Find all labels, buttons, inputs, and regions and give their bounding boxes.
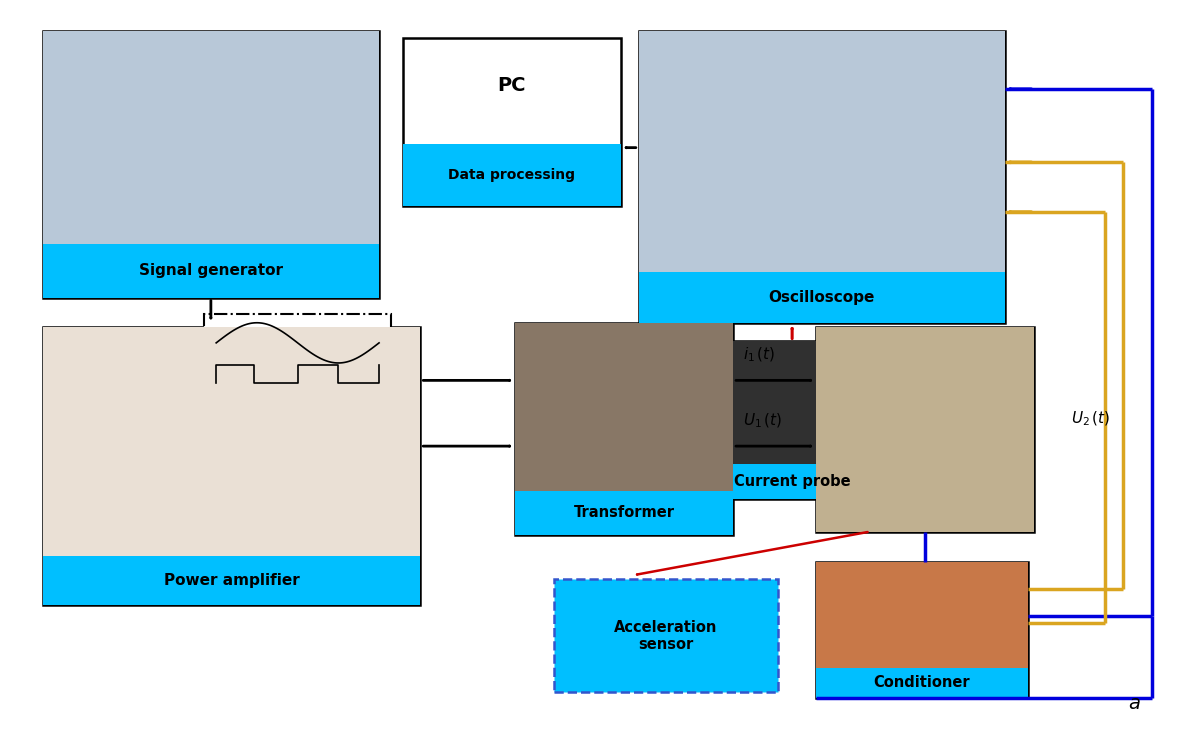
Text: $i_1\,(t)$: $i_1\,(t)$ — [743, 346, 775, 364]
Text: $U_2\,(t)$: $U_2\,(t)$ — [1071, 410, 1111, 428]
Bar — [43, 244, 379, 297]
Bar — [639, 272, 1004, 323]
Bar — [816, 668, 1028, 697]
Text: Acceleration
sensor: Acceleration sensor — [614, 619, 718, 652]
Text: Oscilloscope: Oscilloscope — [769, 290, 875, 305]
Text: Power amplifier: Power amplifier — [163, 573, 299, 588]
Text: a: a — [1129, 694, 1140, 713]
Text: $U_1\,(t)$: $U_1\,(t)$ — [743, 412, 782, 430]
Bar — [43, 327, 420, 605]
Bar — [639, 31, 1004, 323]
Bar — [662, 341, 922, 464]
Bar — [639, 31, 1004, 272]
Bar — [43, 327, 420, 556]
Bar — [554, 579, 778, 692]
Bar — [816, 562, 1028, 697]
Bar — [205, 313, 390, 405]
Text: Current probe: Current probe — [733, 474, 851, 489]
Bar — [515, 323, 733, 535]
Text: Signal generator: Signal generator — [138, 264, 283, 278]
Bar — [43, 556, 420, 605]
Text: PC: PC — [498, 76, 526, 95]
Bar — [515, 323, 733, 490]
Bar — [402, 144, 621, 206]
Bar — [662, 341, 922, 498]
Bar — [816, 327, 1034, 531]
Text: Transformer: Transformer — [574, 506, 674, 520]
Bar — [662, 464, 922, 498]
Bar — [515, 490, 733, 535]
Text: Data processing: Data processing — [448, 168, 575, 182]
Bar — [816, 562, 1028, 668]
Bar — [43, 31, 379, 297]
Bar — [402, 38, 621, 206]
Text: Conditioner: Conditioner — [874, 675, 970, 690]
Bar — [43, 31, 379, 244]
Bar — [816, 327, 1034, 531]
